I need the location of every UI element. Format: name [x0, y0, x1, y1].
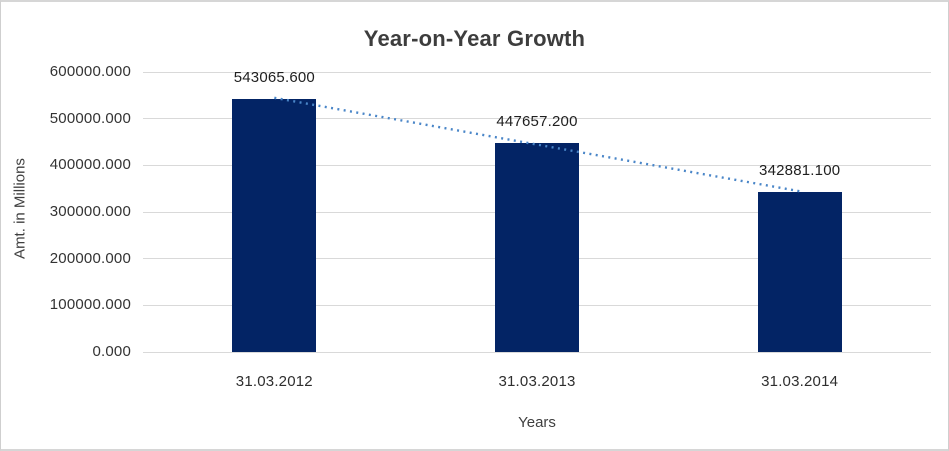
- y-tick-label: 300000.000: [49, 203, 131, 220]
- x-tick-label: 31.03.2014: [761, 373, 839, 390]
- bar: [495, 143, 579, 352]
- y-tick-label: 100000.000: [49, 296, 131, 314]
- x-tick-label: 31.03.2012: [235, 373, 313, 390]
- x-axis-title: Years: [518, 414, 556, 431]
- bar: [232, 98, 317, 352]
- bar-value-label: 543065.600: [233, 68, 315, 86]
- bar-value-label: 342881.100: [759, 161, 841, 179]
- y-tick-label: 600000.000: [49, 63, 131, 80]
- gridline: [143, 351, 931, 353]
- y-tick-label: 0.000: [92, 343, 131, 360]
- chart-title: Year-on-Year Growth: [363, 26, 586, 51]
- gridline: [143, 71, 931, 73]
- x-tick-label: 31.03.2013: [498, 373, 576, 390]
- bar-value-label: 447657.200: [496, 113, 578, 131]
- y-tick-label: 400000.000: [49, 156, 131, 174]
- bar: [757, 191, 842, 352]
- y-tick-label: 200000.000: [49, 249, 131, 267]
- y-tick-label: 500000.000: [49, 109, 131, 127]
